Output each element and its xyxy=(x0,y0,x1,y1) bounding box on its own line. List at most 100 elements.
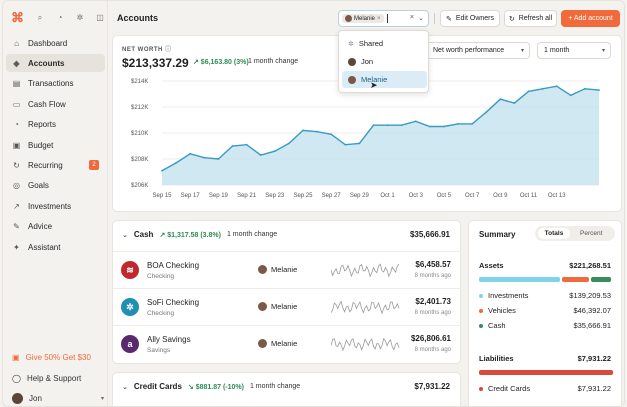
refresh-all-button[interactable]: ↻ Refresh all xyxy=(504,10,557,27)
sidebar-item-assistant[interactable]: ✦ Assistant xyxy=(6,238,105,256)
data-point xyxy=(541,87,544,90)
assets-label: Assets xyxy=(479,261,504,270)
search-icon[interactable]: ⌕ xyxy=(37,12,43,22)
dropdown-option-shared[interactable]: ✲ Shared xyxy=(342,35,427,52)
account-type: Checking xyxy=(147,310,175,317)
credit-cards-header[interactable]: ⌄ Credit Cards ↘ $881.87 (-10%) 1 month … xyxy=(122,382,300,391)
data-point xyxy=(400,124,403,127)
sidebar-item-investments[interactable]: ↗ Investments xyxy=(6,197,105,215)
transactions-icon: ▤ xyxy=(12,79,21,89)
account-updated: 8 months ago xyxy=(414,347,451,353)
sidebar-item-dashboard[interactable]: ⌂ Dashboard xyxy=(6,34,105,52)
sidebar-item-reports[interactable]: ◔ Reports xyxy=(6,116,105,134)
legend-dot xyxy=(479,387,483,392)
chevron-down-icon[interactable]: ⌄ xyxy=(122,383,128,391)
net-worth-value: $213,337.29 xyxy=(122,56,189,70)
summary-item-label: Investments xyxy=(488,291,529,300)
account-row[interactable]: ✲ SoFi Checking Checking Melanie $2,401.73 8 … xyxy=(113,288,461,325)
sidebar-item-label: Goals xyxy=(28,181,49,191)
assets-bar xyxy=(479,277,613,282)
budget-icon: ▣ xyxy=(12,140,21,150)
chevron-down-icon: ▾ xyxy=(520,48,524,54)
credit-cards-total: $7,931.22 xyxy=(414,382,450,391)
account-owner: Melanie xyxy=(258,302,297,311)
owner-filter[interactable]: Melanie × × ⌄ xyxy=(338,10,429,27)
help-label: Help & Support xyxy=(26,374,82,383)
sidebar-item-accounts[interactable]: ◈ Accounts xyxy=(6,54,105,73)
clear-icon[interactable]: × xyxy=(409,14,414,21)
credit-cards-title: Credit Cards xyxy=(133,382,182,391)
net-worth-period: 1 month change xyxy=(248,58,299,65)
accounts-icon: ◈ xyxy=(13,58,20,68)
sidebar-item-cash-flow[interactable]: ▭ Cash Flow xyxy=(6,95,105,113)
sidebar-item-label: Transactions xyxy=(28,79,74,89)
help-support[interactable]: ◯ Help & Support xyxy=(12,374,81,383)
range-select-value: 1 month xyxy=(544,47,570,54)
net-worth-card: NET WORTH ⓘ $213,337.29 ↗ $6,163.80 (3%)… xyxy=(112,35,622,212)
legend-dot xyxy=(479,309,483,314)
sidebar-item-recurring[interactable]: ↻ Recurring 2 xyxy=(6,156,105,174)
dropdown-option-jon[interactable]: Jon xyxy=(342,53,427,70)
account-name: Ally Savings xyxy=(147,335,191,344)
account-row[interactable]: ≋ BOA Checking Checking Melanie $6,458.57 8 m… xyxy=(113,251,461,288)
account-row[interactable]: a Ally Savings Savings Melanie $26,806.61 8 m… xyxy=(113,325,461,362)
remove-chip-icon[interactable]: × xyxy=(377,15,381,22)
logo-icon[interactable]: ⌘ xyxy=(11,9,24,25)
data-point xyxy=(316,130,318,133)
account-balance: $6,458.57 xyxy=(415,260,451,269)
chevron-down-icon: ▾ xyxy=(601,48,605,54)
chevron-down-icon[interactable]: ⌄ xyxy=(418,15,424,22)
notifications-icon[interactable]: ◔ xyxy=(57,13,63,22)
performance-select[interactable]: Net worth performance ▾ xyxy=(426,42,530,59)
x-tick-label: Sep 21 xyxy=(237,193,257,199)
sidebar-item-transactions[interactable]: ▤ Transactions xyxy=(6,75,105,93)
sidebar-item-label: Dashboard xyxy=(28,38,68,48)
avatar xyxy=(258,265,267,274)
chevron-down-icon[interactable]: ⌄ xyxy=(122,231,128,239)
tab-percent[interactable]: Percent xyxy=(580,230,603,237)
data-point xyxy=(471,123,473,125)
dropdown-option-melanie[interactable]: Melanie xyxy=(342,71,427,88)
edit-owners-button[interactable]: ✎ Edit Owners xyxy=(440,10,500,27)
cash-bar-segment xyxy=(591,277,611,282)
performance-select-value: Net worth performance xyxy=(433,47,505,54)
settings-icon[interactable]: ✲ xyxy=(76,13,84,22)
edit-owners-label: Edit Owners xyxy=(455,15,494,22)
summary-item-value: $46,392.07 xyxy=(573,306,611,315)
sidebar-top: ⌘ ⌕ ◔ ✲ ◫ xyxy=(3,1,107,34)
data-point xyxy=(330,133,333,136)
add-account-button[interactable]: + Add account xyxy=(561,10,620,27)
filter-chip[interactable]: Melanie × xyxy=(342,14,384,23)
sidebar-item-advice[interactable]: ✎ Advice xyxy=(6,218,105,236)
tab-totals[interactable]: Totals xyxy=(538,228,570,239)
sidebar-item-goals[interactable]: ◎ Goals xyxy=(6,177,105,195)
reports-icon: ◔ xyxy=(14,120,19,130)
filter-chip-label: Melanie xyxy=(354,15,376,22)
user-menu[interactable]: Jon ▾ xyxy=(12,393,104,404)
x-tick-label: Oct 13 xyxy=(548,193,566,199)
x-tick-label: Sep 25 xyxy=(293,193,313,199)
y-tick-label: $206K xyxy=(131,183,148,189)
credit-cards-period: 1 month change xyxy=(249,383,301,390)
goals-icon: ◎ xyxy=(13,181,20,191)
cash-period: 1 month change xyxy=(226,231,278,238)
summary-item-label: Cash xyxy=(488,321,506,330)
data-point xyxy=(428,125,431,128)
sidebar-toggle-icon[interactable]: ◫ xyxy=(96,13,104,22)
sidebar-item-label: Cash Flow xyxy=(28,99,66,109)
cash-header[interactable]: ⌄ Cash ↗ $1,317.58 (3.8%) 1 month change xyxy=(122,230,277,239)
sidebar-item-label: Accounts xyxy=(28,58,65,68)
info-icon[interactable]: ⓘ xyxy=(165,47,172,53)
summary-item-value: $7,931.22 xyxy=(577,384,611,393)
investments-icon: ↗ xyxy=(13,201,20,211)
referral-promo[interactable]: ▣ Give 50% Get $30 xyxy=(12,353,91,362)
x-tick-label: Sep 23 xyxy=(265,193,285,199)
range-select[interactable]: 1 month ▾ xyxy=(537,42,611,59)
data-point xyxy=(203,156,206,159)
account-name: BOA Checking xyxy=(147,261,200,270)
x-tick-label: Oct 7 xyxy=(465,193,480,199)
data-point xyxy=(175,162,177,164)
chevron-down-icon: ▾ xyxy=(100,396,104,402)
sidebar-item-budget[interactable]: ▣ Budget xyxy=(6,136,105,154)
